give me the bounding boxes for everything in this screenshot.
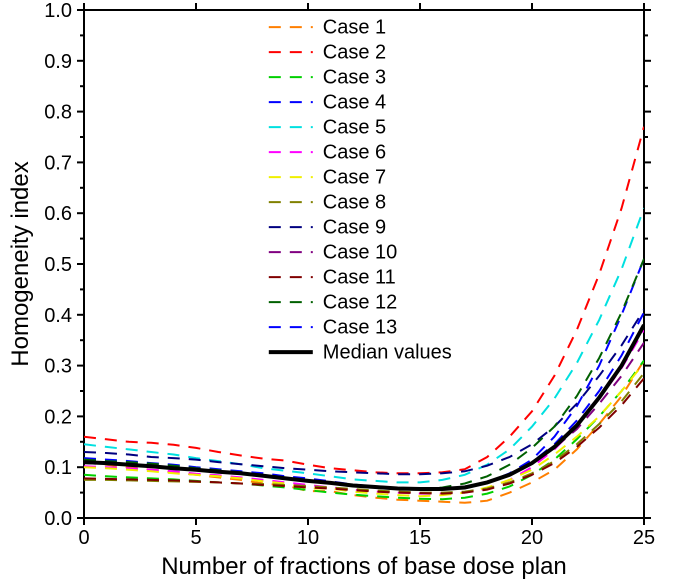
series-line — [84, 361, 644, 500]
svg-text:0.6: 0.6 — [44, 203, 72, 225]
series-line — [84, 378, 644, 493]
svg-text:0.8: 0.8 — [44, 102, 72, 124]
svg-text:0.1: 0.1 — [44, 457, 72, 479]
legend-label: Case 13 — [323, 316, 398, 338]
svg-text:0.0: 0.0 — [44, 508, 72, 530]
svg-text:0.7: 0.7 — [44, 152, 72, 174]
svg-text:10: 10 — [297, 527, 319, 549]
legend-label: Case 7 — [323, 166, 386, 188]
svg-text:25: 25 — [633, 527, 655, 549]
chart-svg: 0 5 10 15 20 25 0.0 0.1 0.2 0.3 0.4 0.5 0.6 0.7 0.8 0.9… — [0, 0, 675, 588]
svg-text:15: 15 — [409, 527, 431, 549]
series-line — [84, 312, 644, 489]
legend-label: Case 4 — [323, 91, 386, 113]
legend-label: Case 2 — [323, 41, 386, 63]
legend-label: Median values — [323, 341, 452, 363]
svg-text:0: 0 — [78, 527, 89, 549]
chart-container: 0 5 10 15 20 25 0.0 0.1 0.2 0.3 0.4 0.5 0.6 0.7 0.8 0.9… — [0, 0, 675, 588]
svg-text:0.9: 0.9 — [44, 51, 72, 73]
legend-label: Case 3 — [323, 66, 386, 88]
legend-label: Case 6 — [323, 141, 386, 163]
svg-text:Number of fractions of base do: Number of fractions of base dose plan — [161, 553, 567, 580]
svg-text:0.4: 0.4 — [44, 305, 72, 327]
svg-text:Homogeneity index: Homogeneity index — [7, 161, 34, 366]
legend-label: Case 9 — [323, 216, 386, 238]
svg-text:5: 5 — [190, 527, 201, 549]
svg-text:0.2: 0.2 — [44, 406, 72, 428]
legend-label: Case 5 — [323, 116, 386, 138]
legend-label: Case 11 — [323, 266, 396, 288]
series-line — [84, 363, 644, 496]
svg-text:1.0: 1.0 — [44, 0, 72, 22]
legend-label: Case 8 — [323, 191, 386, 213]
svg-text:0.5: 0.5 — [44, 254, 72, 276]
legend-label: Case 10 — [323, 241, 398, 263]
legend-label: Case 1 — [323, 16, 386, 38]
svg-text:0.3: 0.3 — [44, 356, 72, 378]
legend-label: Case 12 — [323, 291, 398, 313]
svg-text:20: 20 — [521, 527, 543, 549]
